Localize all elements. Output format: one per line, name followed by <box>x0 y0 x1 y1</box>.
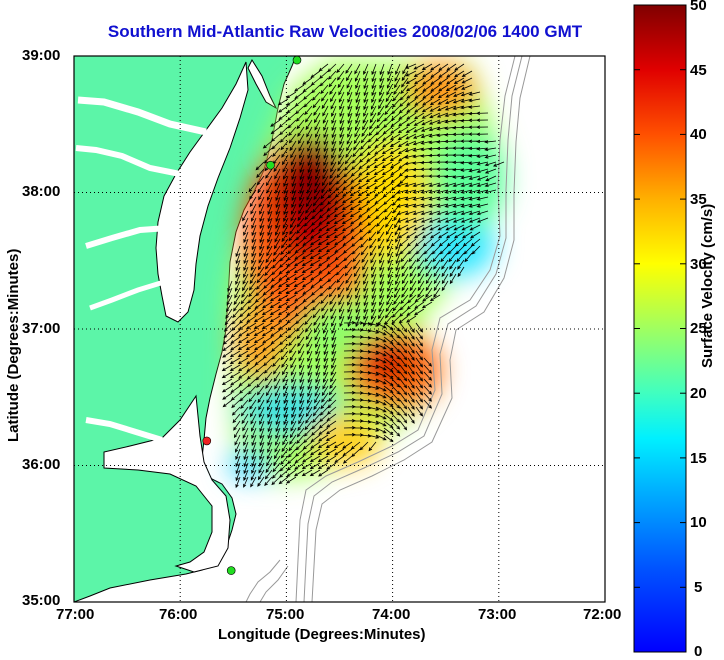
station-marker <box>266 160 275 170</box>
x-tick-label: 73:00 <box>478 606 517 623</box>
y-tick-label: 35:00 <box>22 592 61 609</box>
velocity-arrows <box>221 63 505 489</box>
station-marker <box>202 436 212 446</box>
colorbar-tick-label: 45 <box>690 62 707 79</box>
field-south-cyan <box>240 384 340 436</box>
colorbar-tick-label: 15 <box>690 450 707 467</box>
colorbar-tick-label: 0 <box>694 643 703 660</box>
colorbar-tick-label: 30 <box>690 256 707 273</box>
x-axis-label: Longitude (Degrees:Minutes) <box>218 626 426 643</box>
field-core-dark <box>286 138 338 222</box>
pamlico-sound <box>103 394 231 573</box>
field-sw-orange <box>235 300 285 380</box>
x-tick-label: 76:00 <box>159 606 198 623</box>
bay-tributary-1 <box>77 96 207 136</box>
bay-tributary-3 <box>85 225 169 249</box>
map-title: Southern Mid-Atlantic Raw Velocities 200… <box>107 22 583 41</box>
colorbar-tick-label: 25 <box>690 320 707 337</box>
field-east-green <box>434 130 506 230</box>
x-tick-label: 72:00 <box>583 606 622 623</box>
station-markers <box>202 56 302 575</box>
colorbar-ticks <box>634 4 686 653</box>
y-tick-label: 39:00 <box>22 47 61 64</box>
sound-inlet <box>85 417 163 443</box>
colorbar-label: Surface Velocity (cm/s) <box>699 203 716 368</box>
x-tick-label: 77:00 <box>56 606 95 623</box>
velocity-arrow-set <box>221 63 505 489</box>
colorbar <box>633 4 687 653</box>
plot-frame <box>73 55 606 603</box>
x-tick-label: 75:00 <box>266 606 305 623</box>
y-axis-label: Latitude (Degrees:Minutes) <box>5 248 22 442</box>
y-tick-label: 38:00 <box>22 183 61 200</box>
y-tick-label: 36:00 <box>22 456 61 473</box>
bay-tributary-2 <box>75 145 181 177</box>
x-tick-label: 74:00 <box>372 606 411 623</box>
colorbar-tick-label: 10 <box>690 514 707 531</box>
colorbar-tick-label: 20 <box>690 385 707 402</box>
colorbar-tick-label: 40 <box>690 126 707 143</box>
bay-tributary-4 <box>89 279 165 311</box>
colorbar-tick-label: 35 <box>690 191 707 208</box>
grid-lines <box>74 56 605 602</box>
station-marker <box>292 56 302 65</box>
delaware-bay <box>247 58 278 110</box>
colorbar-tick-label: 50 <box>690 0 707 14</box>
station-marker <box>226 566 236 575</box>
colorbar-tick-label: 5 <box>694 579 703 596</box>
y-tick-label: 37:00 <box>22 320 61 337</box>
